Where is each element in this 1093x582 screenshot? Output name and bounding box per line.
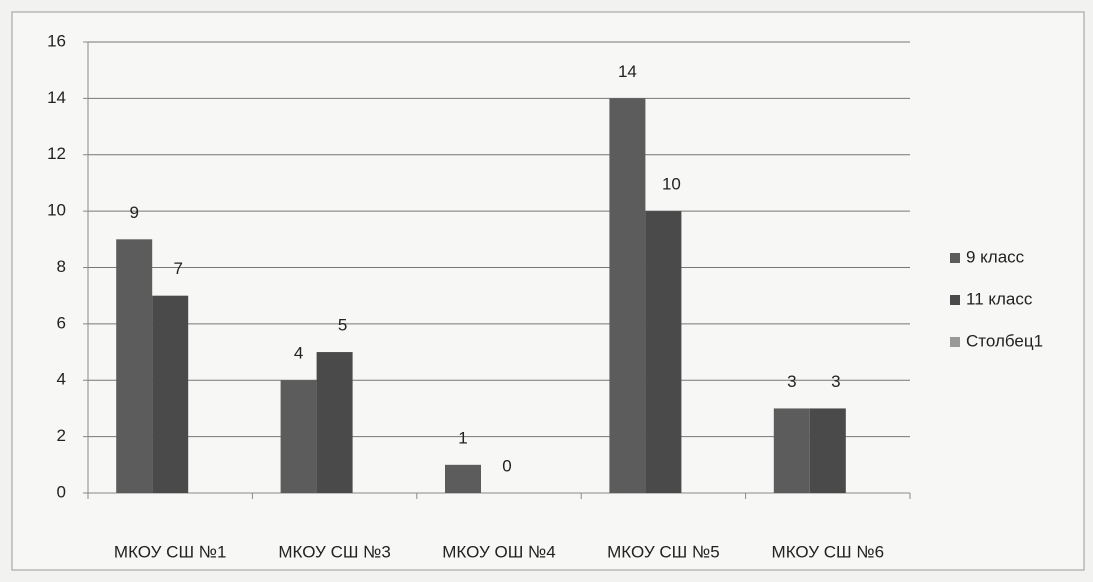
x-tick-label: МКОУ СШ №5 [607,542,720,561]
bar [152,295,189,493]
y-tick-label: 4 [57,370,66,389]
data-label: 14 [618,62,637,81]
legend-swatch [950,337,960,347]
bar [116,239,153,493]
bar [280,380,317,493]
y-tick-label: 2 [57,426,66,445]
data-label: 3 [831,372,840,391]
chart-frame [11,11,1085,571]
y-tick-label: 8 [57,257,66,276]
legend-swatch [950,295,960,305]
data-label: 5 [338,316,347,335]
data-label: 0 [502,456,511,475]
x-tick-label: МКОУ СШ №6 [772,542,885,561]
x-tick-label: МКОУ ОШ №4 [442,542,555,561]
legend-label: Столбец1 [966,331,1043,350]
y-tick-label: 6 [57,313,66,332]
y-tick-label: 14 [47,88,66,107]
legend-label: 11 класс [966,289,1033,308]
bar [609,98,646,493]
data-label: 3 [787,372,796,391]
x-tick-label: МКОУ СШ №3 [278,542,391,561]
legend-swatch [950,253,960,263]
x-tick-label: МКОУ СШ №1 [114,542,227,561]
legend-label: 9 класс [966,247,1025,266]
bar [645,211,682,493]
data-label: 9 [129,203,138,222]
data-label: 1 [458,428,467,447]
bar [316,352,353,493]
data-label: 4 [294,344,303,363]
y-tick-label: 12 [47,144,66,163]
y-tick-label: 16 [47,31,66,50]
data-label: 7 [173,259,182,278]
data-label: 10 [662,175,681,194]
bar [773,408,810,493]
bar [809,408,846,493]
y-tick-label: 10 [47,201,66,220]
y-tick-label: 0 [57,482,66,501]
bar [445,464,481,493]
